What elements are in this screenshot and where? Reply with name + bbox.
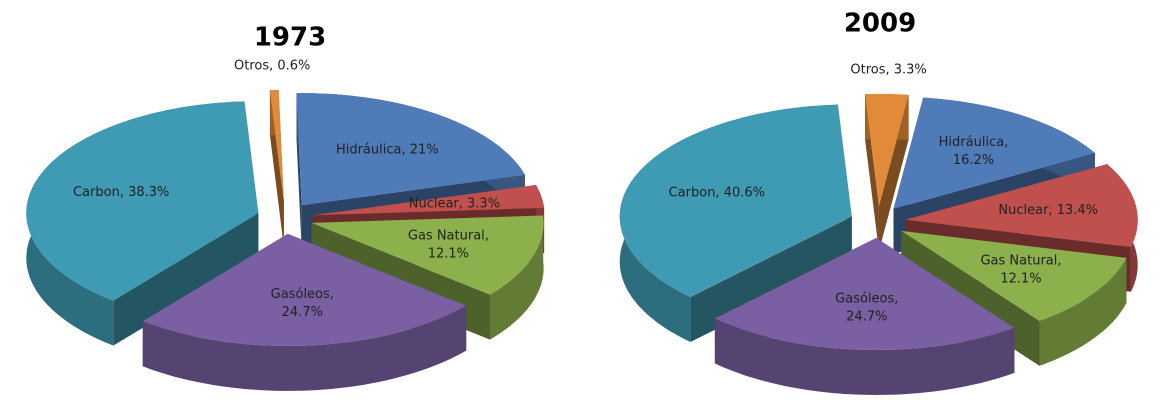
data-label: Hidráulica, 21% <box>336 142 439 157</box>
slice-top <box>865 94 909 206</box>
data-label: Carbon, 38.3% <box>73 185 169 200</box>
slice-top <box>142 233 467 346</box>
slice-top <box>619 104 852 297</box>
slice <box>714 237 1015 395</box>
data-label: Gas Natural, 12.1% <box>408 228 489 261</box>
slice-wall <box>490 215 544 340</box>
data-label: Gasóleos, 24.7% <box>835 291 898 324</box>
slice-top <box>901 230 1127 321</box>
slice-top <box>312 185 545 216</box>
slice-top <box>269 90 284 202</box>
slice-top <box>905 164 1138 247</box>
slice-wall <box>1039 257 1127 366</box>
data-label: Hidráulica, 16.2% <box>939 135 1009 168</box>
slice-wall <box>714 318 1015 395</box>
data-label: Otros, 3.3% <box>850 62 926 77</box>
slice <box>269 90 284 248</box>
slice <box>142 233 467 391</box>
slice-top <box>311 215 544 295</box>
slice-top <box>26 101 259 301</box>
data-label: Carbon, 40.6% <box>669 185 765 200</box>
slice-top <box>296 93 525 206</box>
chart-title: 1973 <box>254 23 326 53</box>
data-label: Nuclear, 13.4% <box>998 203 1098 218</box>
data-label: Nuclear, 3.3% <box>409 196 500 211</box>
data-label: Otros, 0.6% <box>234 58 310 73</box>
slice <box>26 101 259 346</box>
slice-top <box>714 238 1015 350</box>
chart-title: 2009 <box>844 9 916 39</box>
data-label: Gasóleos, 24.7% <box>271 287 334 320</box>
slice-wall <box>142 305 467 391</box>
slice <box>865 94 909 252</box>
slice-side <box>113 213 259 346</box>
data-label: Gas Natural, 12.1% <box>980 253 1061 286</box>
slice-top <box>893 97 1095 209</box>
